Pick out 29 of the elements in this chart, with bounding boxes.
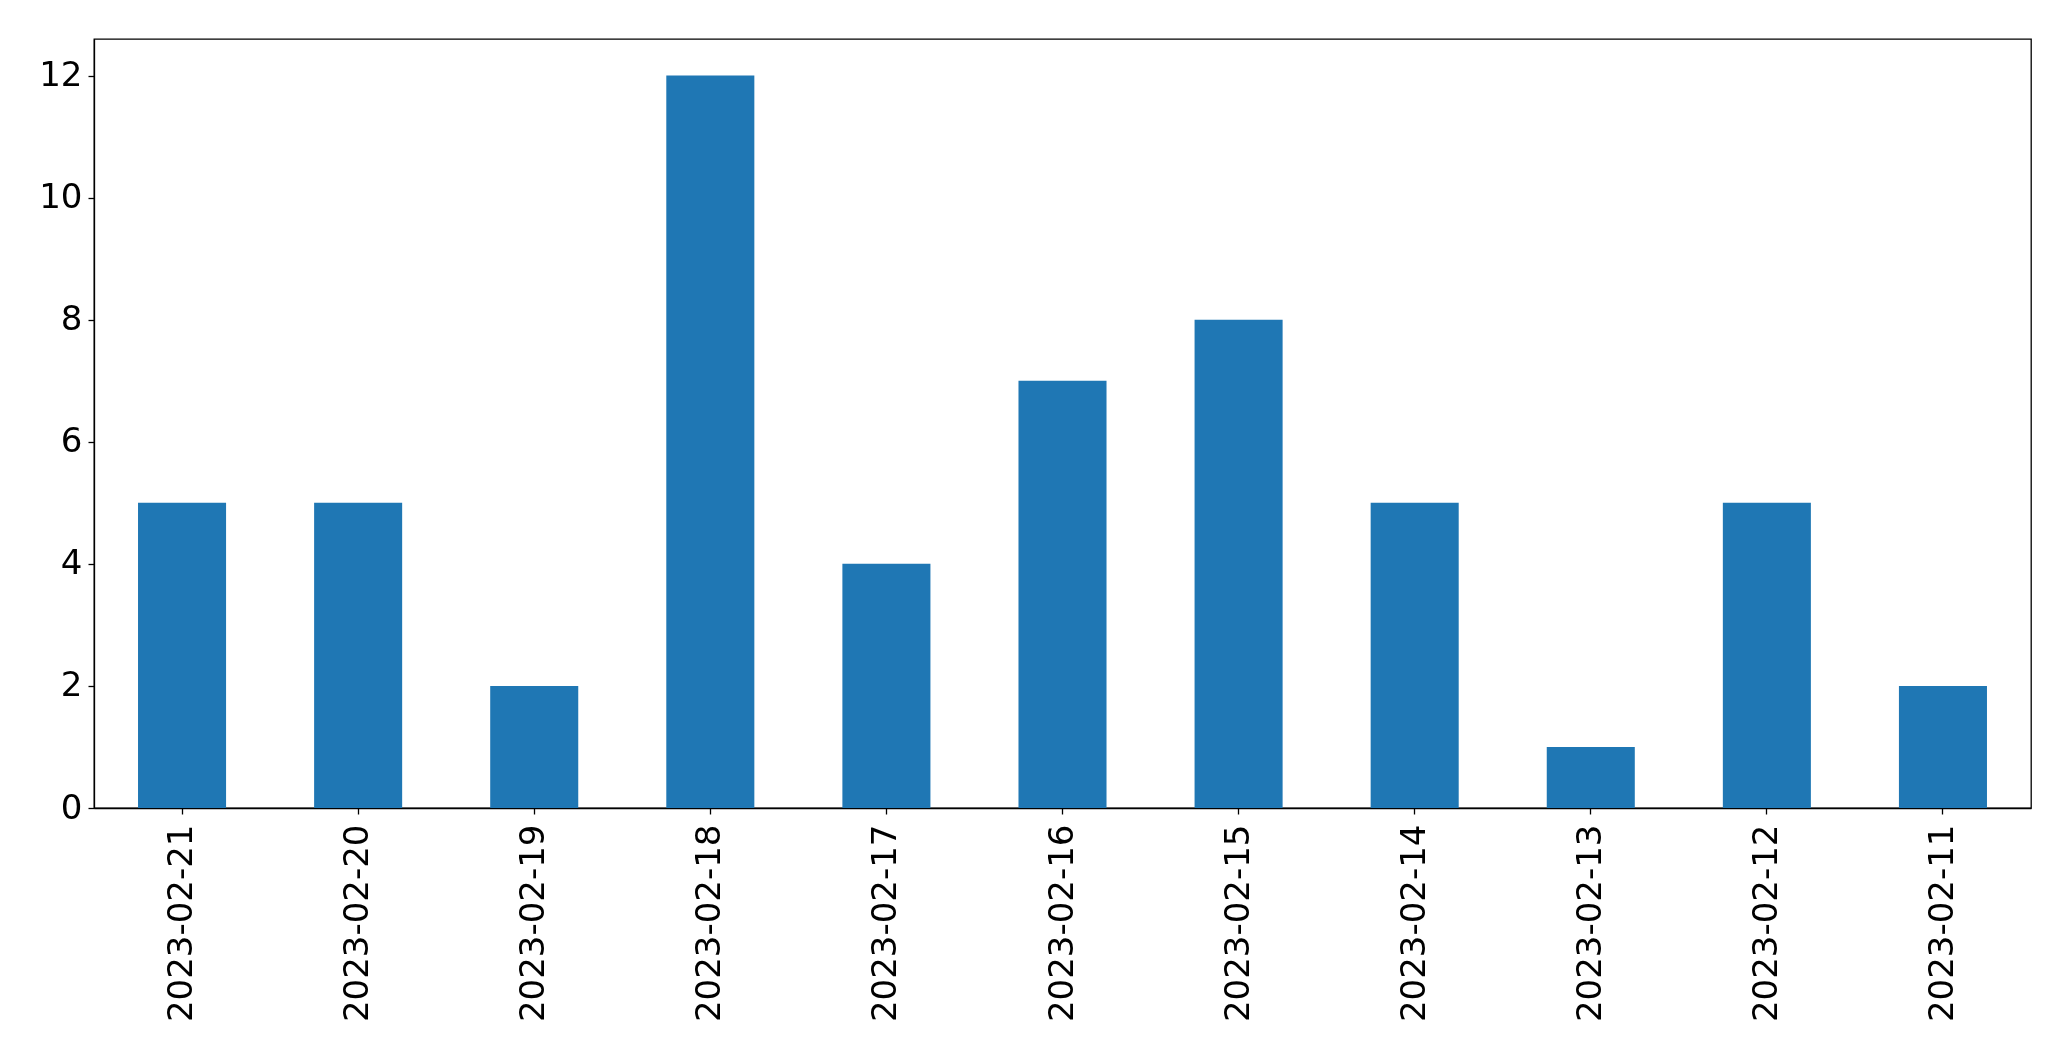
y-tick-label: 2 [60,664,83,705]
x-tick-label: 2023-02-14 [1392,824,1433,1023]
bar [138,502,227,808]
x-tick-label: 2023-02-16 [1040,824,1081,1023]
x-tick-label: 2023-02-12 [1744,824,1785,1023]
y-tick-label: 0 [60,786,83,827]
bar [314,502,403,808]
y-tick-label: 6 [60,420,83,461]
x-tick-label: 2023-02-20 [336,824,377,1023]
bar [666,75,755,808]
bar [1546,746,1635,808]
bar [842,563,931,808]
y-tick-label: 12 [39,54,83,95]
x-tick-label: 2023-02-19 [512,824,553,1023]
x-tick-label: 2023-02-18 [688,824,729,1023]
x-tick-label: 2023-02-13 [1568,824,1609,1023]
y-tick-label: 4 [60,542,83,583]
bar [1194,319,1283,808]
x-tick-label: 2023-02-15 [1216,824,1257,1023]
bar [1898,685,1987,808]
x-tick-label: 2023-02-11 [1920,824,1961,1023]
y-tick-label: 8 [60,298,83,339]
bar [1722,502,1811,808]
x-tick-label: 2023-02-21 [160,824,201,1023]
bar [1370,502,1459,808]
bar [1018,380,1107,808]
bar [490,685,579,808]
x-tick-label: 2023-02-17 [864,824,905,1023]
y-tick-label: 10 [39,176,83,217]
